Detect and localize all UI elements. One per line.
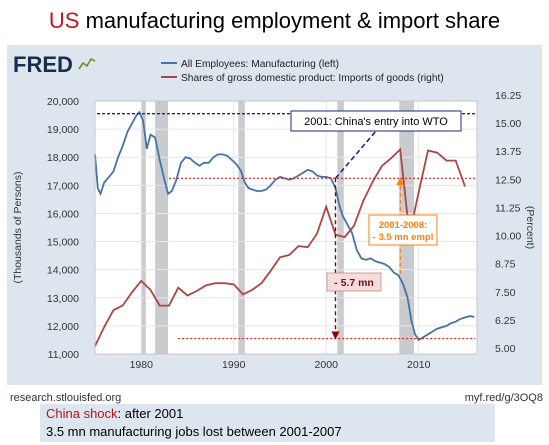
- y-left-tick-label: 19,000: [47, 124, 79, 136]
- plot-border: [94, 100, 478, 355]
- note-rest: : after 2001: [117, 406, 184, 421]
- series-line-imports: [94, 147, 466, 347]
- orange-arrow-head: [396, 177, 405, 186]
- y-right-tick-label: 6.25: [495, 315, 516, 327]
- note-box: China shock: after 2001 3.5 mn manufactu…: [40, 404, 495, 442]
- y-left-tick-label: 12,000: [47, 321, 79, 333]
- y-left-tick-label: 14,000: [47, 265, 79, 277]
- y-right-tick-label: 12.50: [495, 174, 521, 186]
- y-right-tick-label: 16.25: [495, 90, 521, 102]
- x-tick-label: 2000: [315, 359, 339, 371]
- recession-band: [337, 101, 344, 354]
- y-right-tick-label: 15.00: [495, 118, 521, 130]
- y-right-tick-label: 10.00: [495, 231, 521, 243]
- fred-logo: FRED: [13, 52, 73, 77]
- source-right[interactable]: myf.red/g/3OQ8: [464, 392, 543, 404]
- y-left-tick-label: 17,000: [47, 180, 79, 192]
- y-right-tick-label: 8.75: [495, 259, 516, 271]
- note-highlight: China shock: [46, 406, 118, 421]
- y-left-tick-label: 18,000: [47, 152, 79, 164]
- source-left[interactable]: research.stlouisfed.org: [10, 392, 122, 404]
- recession-band: [155, 101, 169, 354]
- note-line-1: China shock: after 2001: [46, 405, 489, 423]
- y-left-tick-label: 16,000: [47, 208, 79, 220]
- x-tick-label: 1990: [222, 359, 246, 371]
- recession-band: [238, 101, 245, 354]
- wto-pointer: [334, 131, 376, 179]
- y-left-tick-label: 11,000: [48, 349, 79, 361]
- orange-label-line1: 2001-2008:: [379, 220, 428, 231]
- chart-frame: 20,000 19,000 18,000 17,000 16,000 15,000 14,0…: [7, 45, 542, 385]
- loss-label-box: [326, 272, 382, 292]
- recession-band: [141, 101, 146, 354]
- series-line-employment: [94, 110, 475, 342]
- chart: 20,000 19,000 18,000 17,000 16,000 15,000 14,0…: [12, 52, 536, 371]
- y-right-tick-label: 5.00: [495, 343, 516, 355]
- wto-label: 2001: China's entry into WTO: [304, 116, 448, 128]
- loss-label: - 5.7 mn: [334, 277, 374, 289]
- y-left-tick-label: 20,000: [47, 96, 79, 108]
- note-line-2: 3.5 mn manufacturing jobs lost between 2…: [46, 424, 342, 439]
- y-left-axis-title: (Thousands of Persons): [12, 171, 24, 283]
- y-right-tick-label: 11.25: [495, 202, 521, 214]
- y-left-tick-label: 13,000: [47, 293, 79, 305]
- y-right-tick-label: 7.50: [495, 287, 516, 299]
- slide-title-accent: US: [48, 8, 80, 33]
- slide-title: US manufacturing employment & import sha…: [0, 8, 549, 34]
- orange-label-box: [368, 214, 438, 246]
- fred-logo-chart-icon: [78, 57, 96, 70]
- wto-label-box: [290, 110, 462, 132]
- x-tick-label: 1980: [130, 359, 154, 371]
- legend-label-imports: Shares of gross domestic product: Import…: [181, 73, 444, 84]
- y-right-axis-title: (Percent): [524, 206, 536, 249]
- y-left-tick-label: 15,000: [47, 237, 79, 249]
- legend-label-employment: All Employees: Manufacturing (left): [181, 59, 339, 70]
- x-tick-label: 2010: [407, 359, 431, 371]
- slide-title-text: manufacturing employment & import share: [79, 8, 501, 33]
- orange-label-line2: - 3.5 mn empl: [373, 232, 434, 243]
- loss-arrow-head: [331, 331, 340, 340]
- y-right-tick-label: 13.75: [495, 146, 521, 158]
